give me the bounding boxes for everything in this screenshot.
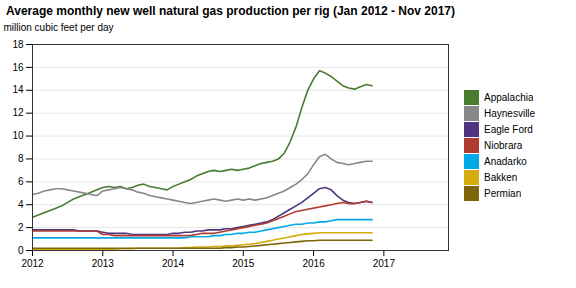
svg-text:18: 18 (12, 39, 24, 50)
svg-text:12: 12 (12, 107, 24, 118)
svg-text:8: 8 (18, 153, 24, 164)
svg-text:million cubic feet per day: million cubic feet per day (4, 22, 114, 33)
svg-text:2012: 2012 (21, 258, 44, 269)
svg-text:2016: 2016 (302, 258, 325, 269)
svg-text:14: 14 (12, 84, 24, 95)
html-text:Eagle Ford: Eagle Ford (484, 123, 533, 135)
svg-text:2: 2 (18, 222, 24, 233)
html-text:Bakken: Bakken (484, 171, 518, 183)
svg-text:2014: 2014 (162, 258, 185, 269)
html-text:Permian: Permian (484, 187, 522, 199)
svg-text:2017: 2017 (373, 258, 396, 269)
svg-text:0: 0 (18, 245, 24, 256)
svg-text:2013: 2013 (92, 258, 115, 269)
svg-text:16: 16 (12, 62, 24, 73)
html-text:Haynesville: Haynesville (484, 107, 536, 119)
svg-text:2015: 2015 (232, 258, 255, 269)
html-text:Appalachia: Appalachia (484, 91, 534, 103)
html-text:Average monthly new well natur: Average monthly new well natural gas pro… (6, 4, 455, 18)
svg-text:10: 10 (12, 130, 24, 141)
html-text:Anadarko: Anadarko (484, 155, 527, 167)
svg-text:4: 4 (18, 199, 24, 210)
html-text:Niobrara: Niobrara (484, 139, 523, 151)
svg-text:6: 6 (18, 176, 24, 187)
